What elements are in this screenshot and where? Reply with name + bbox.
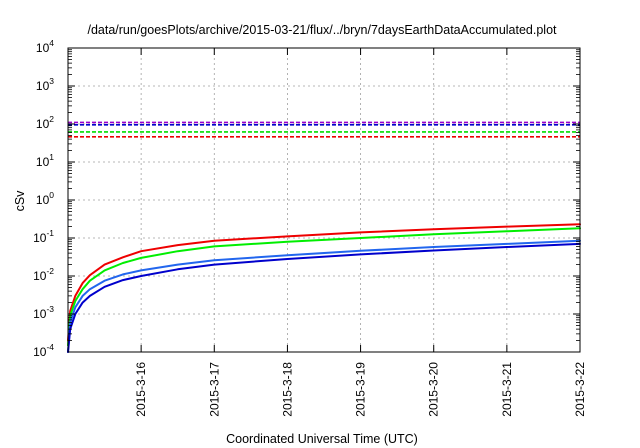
series-line: [67, 242, 581, 353]
grid-lines: [68, 48, 580, 352]
x-tick-label: 2015-3-19: [354, 362, 368, 417]
y-tick-label: 104: [36, 38, 54, 55]
x-tick-label: 2015-3-17: [207, 362, 221, 417]
x-tick-label: 2015-3-22: [573, 362, 587, 417]
y-tick-label: 10-4: [33, 342, 54, 359]
series-line: [67, 239, 581, 353]
series-layer: [67, 121, 581, 353]
y-tick-exponent: -3: [46, 304, 54, 314]
y-tick-base: 10: [33, 345, 47, 359]
x-tick-label: 2015-3-21: [500, 362, 514, 417]
x-tick-label: 2015-3-16: [134, 362, 148, 417]
chart-title: /data/run/goesPlots/archive/2015-03-21/f…: [87, 23, 557, 37]
y-tick-exponent: -1: [46, 228, 54, 238]
y-tick-base: 10: [36, 155, 50, 169]
x-axis-label: Coordinated Universal Time (UTC): [226, 432, 418, 446]
y-tick-label: 10-2: [33, 266, 54, 283]
y-tick-label: 101: [36, 152, 54, 169]
y-tick-base: 10: [36, 79, 50, 93]
y-tick-label: 10-1: [33, 228, 54, 245]
y-tick-base: 10: [33, 269, 47, 283]
x-tick-label: 2015-3-18: [280, 362, 294, 417]
y-tick-base: 10: [33, 231, 47, 245]
y-tick-exponent: 3: [49, 76, 54, 86]
x-tick-labels: 2015-3-16 2015-3-17 2015-3-18 2015-3-19 2015…: [134, 362, 587, 417]
series-line: [67, 227, 581, 347]
y-tick-exponent: -4: [46, 342, 54, 352]
y-tick-base: 10: [36, 117, 50, 131]
y-tick-exponent: 2: [49, 114, 54, 124]
y-tick-exponent: -2: [46, 266, 54, 276]
x-tick-label: 2015-3-20: [427, 362, 441, 417]
y-tick-exponent: 0: [49, 190, 54, 200]
y-tick-label: 100: [36, 190, 54, 207]
y-tick-base: 10: [36, 41, 50, 55]
y-tick-exponent: 1: [49, 152, 54, 162]
y-tick-label: 10-3: [33, 304, 54, 321]
y-tick-exponent: 4: [49, 38, 54, 48]
tick-marks: [68, 47, 581, 353]
series-line: [67, 223, 581, 342]
y-tick-label: 102: [36, 114, 54, 131]
y-tick-base: 10: [36, 193, 50, 207]
y-axis-label: cSv: [13, 190, 27, 212]
y-tick-label: 103: [36, 76, 54, 93]
y-tick-base: 10: [33, 307, 47, 321]
